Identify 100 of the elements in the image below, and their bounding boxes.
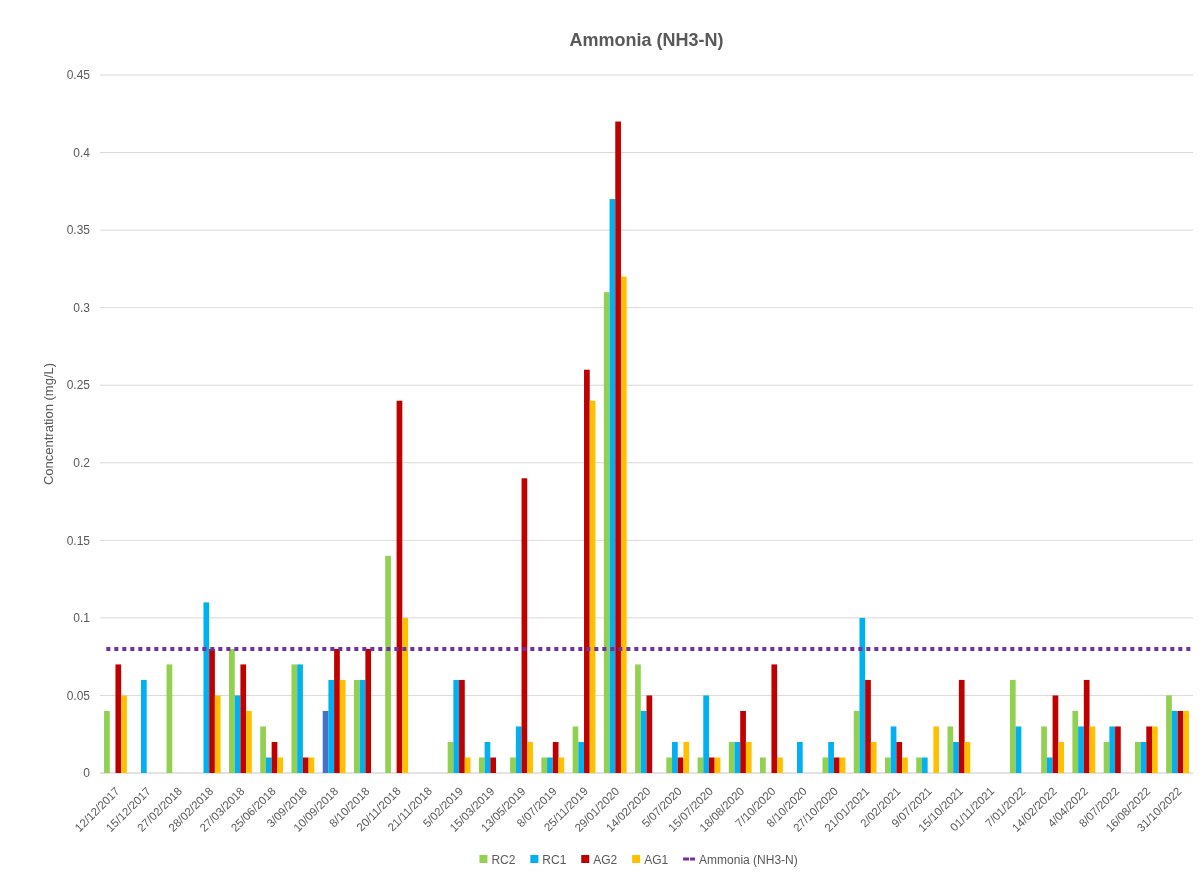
bar — [308, 757, 315, 773]
y-tick-label: 0.3 — [73, 300, 91, 315]
bar — [1134, 741, 1141, 773]
bar — [141, 679, 147, 773]
bar — [1083, 679, 1090, 773]
bar — [1078, 726, 1084, 773]
bar — [1146, 726, 1152, 773]
bar — [672, 741, 678, 773]
bar — [334, 648, 340, 773]
bar — [453, 679, 460, 773]
chart-title: Ammonia (NH3-N) — [569, 30, 724, 50]
bar — [464, 757, 471, 773]
bar — [921, 757, 928, 773]
bar — [1166, 695, 1172, 773]
legend-label: Ammonia (NH3-N) — [699, 852, 798, 867]
legend-label: AG1 — [644, 852, 669, 867]
bar — [402, 617, 408, 773]
bar — [833, 757, 840, 773]
legend-label: AG2 — [593, 852, 618, 867]
bar — [1183, 710, 1189, 773]
bar — [745, 741, 752, 773]
bar — [1058, 741, 1064, 773]
bar — [490, 757, 497, 773]
bar — [865, 679, 871, 773]
bar — [714, 757, 721, 773]
bar — [859, 617, 866, 773]
bar — [558, 757, 565, 773]
bar — [822, 757, 829, 773]
bar — [839, 757, 846, 773]
bar — [214, 695, 221, 773]
bar — [115, 664, 122, 773]
y-tick-label: 0.15 — [66, 533, 91, 548]
bar — [209, 648, 215, 773]
bar — [353, 679, 360, 773]
bar — [1041, 726, 1047, 773]
bar — [1115, 726, 1121, 773]
bar — [885, 757, 891, 773]
bar — [916, 757, 922, 773]
bar — [385, 555, 391, 773]
bar — [896, 741, 903, 773]
bar — [1152, 726, 1158, 773]
y-tick-label: 0.1 — [73, 611, 91, 626]
bar — [728, 741, 735, 773]
bar — [302, 757, 309, 773]
bar — [541, 757, 548, 773]
legend-label: RC1 — [542, 852, 567, 867]
bar — [584, 369, 590, 773]
bar — [291, 664, 298, 773]
legend-label: RC2 — [491, 852, 516, 867]
y-tick-label: 0.45 — [66, 68, 91, 83]
bar — [677, 757, 684, 773]
y-tick-label: 0.2 — [73, 455, 91, 470]
bar — [635, 664, 641, 773]
bar — [365, 648, 372, 773]
bar — [828, 741, 834, 773]
bar — [620, 276, 627, 773]
bar — [515, 726, 522, 773]
bar — [958, 679, 965, 773]
bar — [708, 757, 715, 773]
bar — [547, 757, 553, 773]
bar — [478, 757, 485, 773]
bar — [703, 695, 709, 773]
bar — [104, 710, 110, 773]
bar — [203, 602, 210, 773]
bar — [1109, 726, 1116, 773]
bar — [229, 648, 235, 773]
bar — [666, 757, 673, 773]
bar — [1072, 710, 1079, 773]
bar — [947, 726, 954, 773]
bar — [1009, 679, 1016, 773]
bar — [603, 292, 610, 773]
bar — [510, 757, 516, 773]
y-tick-label: 0.4 — [73, 145, 91, 160]
bar — [683, 741, 690, 773]
bar — [870, 741, 877, 773]
y-axis-title: Concentration (mg/L) — [41, 362, 56, 486]
y-tick-label: 0.25 — [66, 378, 91, 393]
bar — [1171, 710, 1178, 773]
bar — [260, 726, 266, 773]
bar — [265, 757, 272, 773]
bar — [121, 695, 127, 773]
bar — [697, 757, 704, 773]
bar — [740, 710, 746, 773]
bar — [246, 710, 252, 773]
bar — [339, 679, 346, 773]
bar — [933, 726, 940, 773]
bar — [953, 741, 959, 773]
bar — [527, 741, 533, 773]
y-tick-label: 0 — [83, 766, 91, 781]
bar — [328, 679, 335, 773]
bar — [902, 757, 908, 773]
bar — [615, 121, 621, 773]
bar — [578, 741, 585, 773]
bar — [796, 741, 803, 773]
bar — [297, 664, 303, 773]
y-tick-label: 0.35 — [66, 223, 91, 238]
y-tick-label: 0.05 — [66, 688, 91, 703]
bar — [771, 664, 778, 773]
bar — [777, 757, 783, 773]
bar — [240, 664, 247, 773]
